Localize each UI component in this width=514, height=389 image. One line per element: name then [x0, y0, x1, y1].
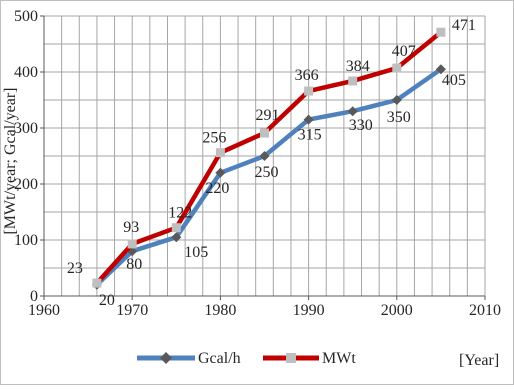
data-label-mwt: 93 [123, 219, 139, 236]
data-label-mwt: 23 [67, 260, 83, 277]
data-point-mwt [127, 239, 137, 249]
legend-marker-gcal [160, 352, 172, 364]
data-point-gcal [259, 151, 270, 161]
data-point-mwt [260, 128, 269, 138]
legend-item-gcal: Gcal/h [137, 350, 241, 367]
x-tick-labels: 1960 1970 1980 1990 2000 2010 [28, 302, 501, 319]
legend-item-mwt: MWt [263, 350, 356, 367]
grid [44, 15, 486, 296]
data-point-gcal [347, 106, 358, 117]
data-labels: 20 80 105 220 250 315 330 350 405 23 93 122 256 291 36… [67, 17, 476, 309]
data-point-mwt [392, 63, 402, 73]
y-tick-label: 100 [14, 232, 38, 249]
data-point-gcal [171, 232, 182, 243]
data-point-gcal [435, 64, 446, 75]
legend: Gcal/h MWt [137, 350, 356, 367]
y-tick-labels: 0 100 200 300 400 500 [14, 8, 38, 305]
data-point-gcal [215, 167, 226, 178]
data-label-gcal: 220 [205, 180, 229, 197]
data-label-gcal: 250 [255, 164, 279, 181]
data-point-mwt [215, 148, 225, 158]
data-point-mwt [436, 27, 446, 37]
legend-marker-mwt [286, 353, 296, 363]
data-label-mwt: 256 [202, 130, 226, 147]
data-label-mwt: 291 [256, 107, 280, 124]
data-label-gcal: 350 [387, 109, 411, 126]
y-tick-label: 300 [14, 120, 38, 137]
y-tick-label: 400 [14, 64, 38, 81]
data-point-mwt [304, 86, 314, 96]
data-label-mwt: 407 [392, 43, 416, 60]
data-label-gcal: 20 [99, 292, 115, 309]
y-tick-label: 200 [14, 176, 38, 193]
y-tick-label: 0 [30, 288, 38, 305]
x-tick-label: 1960 [28, 302, 60, 319]
data-label-mwt: 384 [346, 58, 370, 75]
x-tick-label: 2010 [469, 302, 501, 319]
legend-label-gcal: Gcal/h [198, 350, 241, 367]
y-axis-title: [MWt/year; Gcal/year] [2, 87, 19, 234]
data-label-mwt: 366 [295, 67, 319, 84]
data-point-mwt [348, 76, 358, 86]
axes [40, 15, 486, 300]
x-axis-title: [Year] [459, 352, 499, 369]
data-label-mwt: 122 [168, 205, 192, 222]
data-label-gcal: 330 [349, 117, 373, 134]
y-tick-label: 500 [14, 8, 38, 25]
series [91, 27, 446, 290]
data-point-mwt [171, 223, 181, 233]
x-tick-label: 1980 [204, 302, 236, 319]
x-tick-label: 1970 [116, 302, 148, 319]
legend-label-mwt: MWt [322, 350, 356, 367]
data-label-gcal: 105 [184, 244, 208, 261]
x-tick-label: 2000 [381, 302, 413, 319]
data-point-mwt [92, 278, 102, 288]
data-label-mwt: 471 [452, 17, 476, 34]
data-point-gcal [303, 114, 314, 125]
x-tick-label: 1990 [293, 302, 325, 319]
data-label-gcal: 80 [126, 256, 142, 273]
data-label-gcal: 315 [298, 127, 322, 144]
data-label-gcal: 405 [442, 72, 466, 89]
data-point-gcal [391, 95, 402, 105]
